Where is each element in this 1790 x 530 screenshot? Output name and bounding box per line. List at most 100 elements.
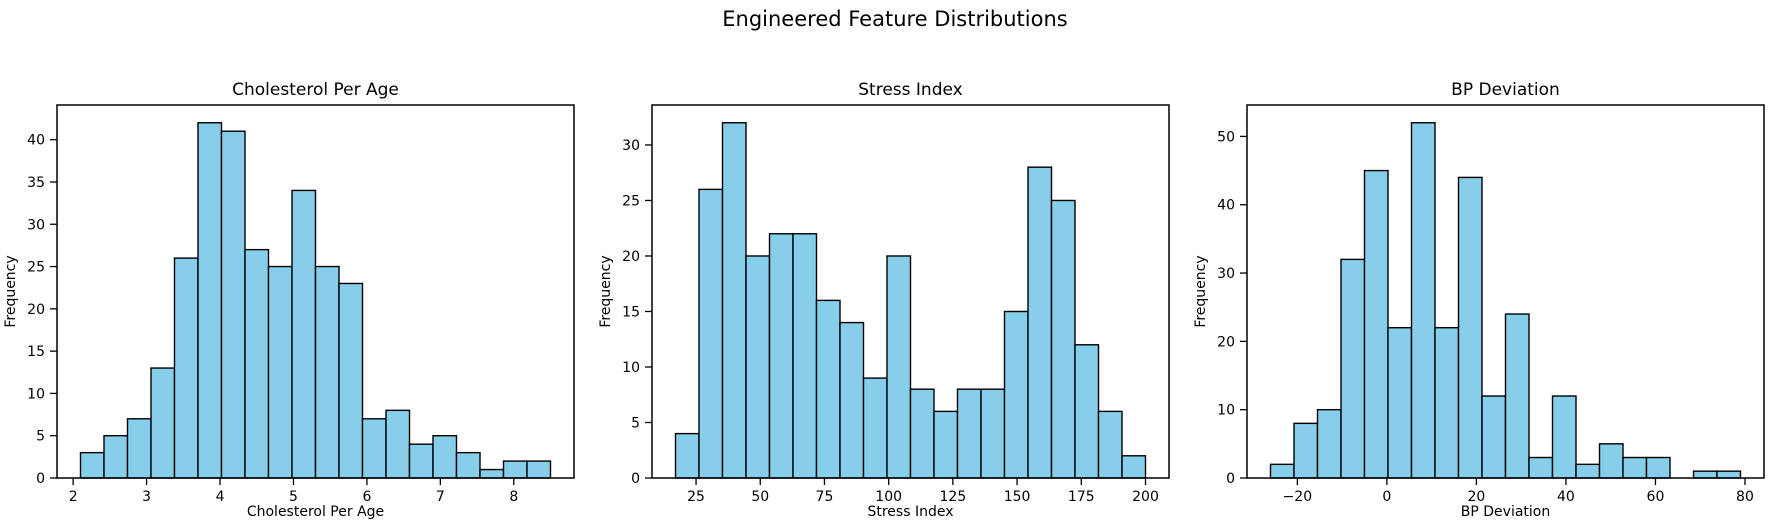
histogram-bar — [455, 451, 481, 479]
histogram-bar — [1457, 176, 1483, 479]
histogram-bar — [1575, 463, 1601, 479]
x-tick-label: 3 — [142, 489, 151, 505]
histogram-bar — [1645, 456, 1671, 479]
x-tick-label: 25 — [687, 489, 705, 505]
x-tick-label: 20 — [1467, 489, 1485, 505]
y-axis-label: Frequency — [1193, 255, 1209, 327]
histogram-bar — [79, 451, 105, 479]
histogram-bar — [220, 130, 246, 479]
histogram-bar — [956, 388, 982, 479]
axes-frame — [56, 104, 575, 479]
histogram-bar — [126, 418, 152, 479]
histogram-bar — [1269, 463, 1295, 479]
histogram-bar — [314, 265, 340, 479]
y-tick-label: 0 — [631, 471, 640, 487]
x-axis-label: Stress Index — [867, 504, 953, 520]
histogram-bar — [1097, 410, 1123, 479]
histogram-bar — [1387, 327, 1413, 479]
histogram-bar — [980, 388, 1006, 479]
histogram-bar — [1003, 310, 1029, 479]
histogram-bar — [1551, 395, 1577, 479]
subplot-stress-index: 25 50 75 100 125 150 175 200 0 5 10 15 20 25 30 Stress … — [598, 80, 1170, 520]
x-tick-label: 50 — [751, 489, 769, 505]
x-tick-label: 75 — [816, 489, 834, 505]
histogram-bar — [1074, 344, 1100, 479]
histogram-bar — [150, 367, 176, 479]
y-tick-label: 20 — [622, 249, 640, 265]
y-tick-label: 25 — [27, 260, 45, 276]
y-tick-label: 35 — [27, 175, 45, 191]
histogram-bar — [1410, 122, 1436, 479]
x-tick-label: 5 — [289, 489, 298, 505]
subplot-cholesterol-per-age: 2 3 4 5 6 7 8 0 5 10 15 20 25 30 35 40 Cholesterol Per A… — [3, 80, 575, 520]
histogram-bar — [1050, 199, 1076, 479]
subplot-bp-deviation: −20 0 20 40 60 80 0 10 20 30 40 50 BP Deviation BP De… — [1193, 80, 1765, 520]
histogram-bar — [933, 410, 959, 479]
x-tick-label: 60 — [1647, 489, 1665, 505]
y-axis-label: Frequency — [598, 255, 614, 327]
axes-frame — [651, 104, 1170, 479]
histogram-bar — [361, 418, 387, 479]
histogram-bar — [502, 460, 528, 479]
histogram-bar — [1027, 166, 1053, 479]
x-tick-label: 2 — [69, 489, 78, 505]
y-tick-label: 25 — [622, 193, 640, 209]
histogram-bar — [1504, 313, 1530, 479]
y-tick-label: 10 — [622, 360, 640, 376]
histogram-bar — [385, 409, 411, 479]
y-tick-label: 30 — [622, 138, 640, 154]
histogram-bar — [197, 122, 223, 479]
histogram-bar — [479, 468, 505, 479]
histogram-bar — [244, 248, 270, 479]
histogram-bar — [432, 435, 458, 479]
x-tick-label: 125 — [940, 489, 967, 505]
y-tick-label: 5 — [36, 429, 45, 445]
subplot-title: BP Deviation — [1451, 80, 1560, 100]
histogram-bar — [408, 443, 434, 479]
figure-suptitle: Engineered Feature Distributions — [722, 7, 1068, 31]
histogram-bar — [1363, 169, 1389, 479]
histogram-bar — [1293, 422, 1319, 479]
histogram-bar — [1716, 470, 1742, 479]
histogram-bar — [1121, 455, 1147, 479]
histogram-bar — [1692, 470, 1718, 479]
histogram-bar — [862, 377, 888, 479]
histogram-bar — [1316, 408, 1342, 479]
x-tick-label: 0 — [1382, 489, 1391, 505]
histogram-bar — [698, 188, 724, 479]
y-tick-label: 5 — [631, 415, 640, 431]
histogram-bar — [1622, 456, 1648, 479]
histogram-bar — [815, 299, 841, 479]
x-tick-label: 100 — [875, 489, 902, 505]
x-tick-label: 7 — [436, 489, 445, 505]
histogram-bar — [103, 435, 129, 479]
x-tick-label: 6 — [362, 489, 371, 505]
histogram-bar — [909, 388, 935, 479]
histogram-bar — [1434, 327, 1460, 479]
y-tick-label: 20 — [1217, 334, 1235, 350]
histogram-bar — [338, 282, 364, 479]
y-tick-label: 30 — [1217, 266, 1235, 282]
subplot-title: Stress Index — [858, 80, 962, 100]
y-tick-label: 40 — [27, 133, 45, 149]
x-axis-label: Cholesterol Per Age — [247, 504, 384, 520]
x-tick-label: 175 — [1068, 489, 1095, 505]
histogram-bar — [745, 255, 771, 479]
subplot-title: Cholesterol Per Age — [232, 80, 399, 100]
x-tick-label: 80 — [1736, 489, 1754, 505]
histogram-bar — [1340, 258, 1366, 479]
y-tick-label: 20 — [27, 302, 45, 318]
histogram-bar — [839, 321, 865, 479]
axes-frame — [1246, 104, 1765, 479]
x-tick-label: −20 — [1283, 489, 1313, 505]
histogram-bar — [1598, 443, 1624, 479]
y-tick-label: 10 — [27, 386, 45, 402]
y-tick-label: 50 — [1217, 129, 1235, 145]
x-tick-label: 4 — [216, 489, 225, 505]
histogram-bar — [886, 255, 912, 479]
y-tick-label: 30 — [27, 217, 45, 233]
y-tick-label: 10 — [1217, 403, 1235, 419]
y-tick-label: 15 — [622, 304, 640, 320]
y-tick-label: 0 — [1226, 471, 1235, 487]
